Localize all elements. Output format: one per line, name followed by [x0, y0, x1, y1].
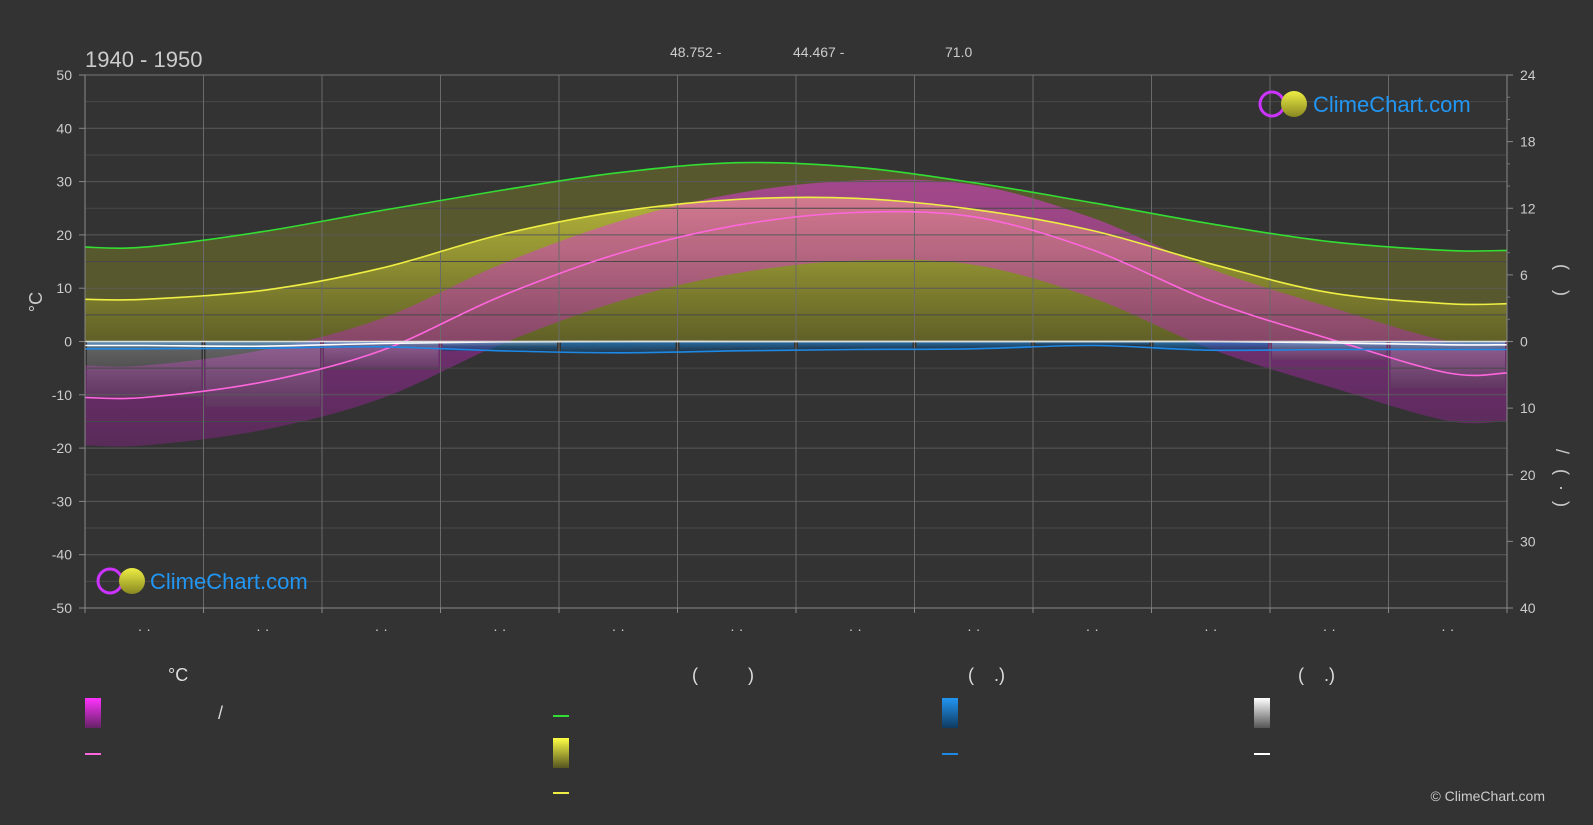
left-tick-label: -30: [52, 493, 72, 509]
month-tick-label: · ·: [1323, 621, 1336, 637]
right-tick-label-mm: 10: [1520, 400, 1536, 416]
snow-bar: [1390, 341, 1505, 389]
series-lines: [84, 161, 1508, 400]
left-tick-label: 20: [56, 227, 72, 243]
precipitation-line: [84, 344, 1507, 354]
month-tick-label: · ·: [256, 621, 269, 637]
legend-temperature-mean-line: [85, 753, 101, 755]
sunshine-line: [84, 196, 1508, 306]
right-tick-label-hours: 24: [1520, 67, 1536, 83]
right-tick-label-mm: 20: [1520, 467, 1536, 483]
precipitation-bar: [1035, 341, 1150, 346]
snow-bar: [442, 341, 557, 347]
snow-bar: [87, 341, 202, 398]
legend-sunshine-mean-line: [553, 792, 569, 794]
precipitation-bar: [1153, 341, 1268, 351]
left-tick-label: 0: [64, 334, 72, 350]
month-tick-label: · ·: [967, 621, 980, 637]
legend-heading-snow: ( .): [1298, 665, 1335, 685]
legend-heading-precipitation: ( .): [968, 665, 1005, 685]
right-tick-label-mm: 40: [1520, 600, 1536, 616]
precipitation-bar: [561, 341, 676, 353]
legend-daylight-line: [553, 715, 569, 717]
watermark-bottom: ClimeChart.com: [96, 567, 308, 595]
legend-snow-swatch: [1254, 698, 1270, 728]
right-tick-label-mm: 30: [1520, 533, 1536, 549]
month-tick-label: · ·: [375, 621, 388, 637]
month-tick-label: · ·: [138, 621, 151, 637]
right-tick-label-hours: 18: [1520, 134, 1536, 150]
legend-precipitation-mean-line: [942, 753, 958, 755]
precipitation-bar: [679, 341, 794, 351]
copyright: © ClimeChart.com: [1430, 788, 1545, 804]
header-longitude: 44.467 -: [793, 44, 845, 60]
precipitation-bar: [798, 341, 913, 350]
month-tick-label: · ·: [612, 621, 625, 637]
legend-heading-temperature: °C: [168, 665, 189, 685]
month-tick-label: · ·: [1441, 621, 1454, 637]
left-tick-label: -10: [52, 387, 72, 403]
watermark-text: ClimeChart.com: [150, 569, 308, 594]
daylight-line: [84, 161, 1508, 252]
left-axis-label: °C: [26, 292, 46, 312]
temperature-line: [84, 210, 1508, 400]
snow-bar: [1272, 341, 1387, 361]
chart-period: 1940 - 1950: [85, 47, 202, 72]
left-tick-label: -50: [52, 600, 72, 616]
month-tick-label: · ·: [1204, 621, 1217, 637]
right-tick-label-hours: 12: [1520, 200, 1536, 216]
legend-snow-mean-line: [1254, 753, 1270, 755]
logo-ring-icon: [1258, 90, 1286, 118]
precipitation-bar: [916, 341, 1031, 349]
chart-axes: 50 40 30 20 10 0 -10 -20 -30 -40 -50 24 18 12 6 0 10 20 30…: [52, 67, 1536, 637]
right-tick-label-hours: 6: [1520, 267, 1528, 283]
legend-heading-sunshine: ( ): [692, 665, 754, 685]
month-tick-label: · ·: [493, 621, 506, 637]
left-tick-label: 30: [56, 174, 72, 190]
month-tick-label: · ·: [730, 621, 743, 637]
legend-temperature-range-swatch: [85, 698, 101, 728]
left-tick-label: 10: [56, 280, 72, 296]
logo-sun-icon: [119, 568, 145, 594]
month-tick-label: · ·: [849, 621, 862, 637]
month-tick-label: · ·: [1086, 621, 1099, 637]
watermark-top: ClimeChart.com: [1258, 90, 1471, 118]
watermark-text: ClimeChart.com: [1313, 92, 1471, 117]
legend-precipitation-swatch: [942, 698, 958, 728]
legend-temperature-range-label: /: [218, 703, 224, 723]
right-axis-label-lower: / ( · ): [1552, 449, 1572, 507]
left-tick-label: -40: [52, 547, 72, 563]
snow-bar: [324, 341, 439, 370]
right-tick-label-hours: 0: [1520, 334, 1528, 350]
header-latitude: 48.752 -: [670, 44, 722, 60]
logo-sun-icon: [1281, 91, 1307, 117]
left-tick-label: 40: [56, 120, 72, 136]
left-tick-label: 50: [56, 67, 72, 83]
legend-sunshine-range-swatch: [553, 738, 569, 768]
header-elevation: 71.0: [945, 44, 972, 60]
left-tick-label: -20: [52, 440, 72, 456]
right-axis-label-upper: ( ): [1552, 264, 1572, 296]
